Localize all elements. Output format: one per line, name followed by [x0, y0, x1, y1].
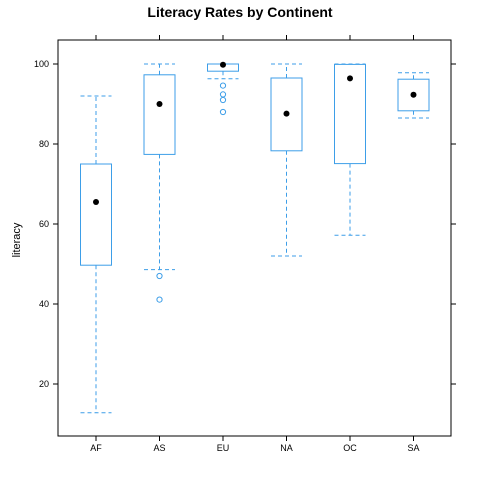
y-tick-label: 80: [39, 139, 49, 149]
x-tick-label: OC: [343, 443, 357, 453]
y-tick-label: 40: [39, 299, 49, 309]
median-dot: [410, 91, 417, 98]
outlier-point: [219, 108, 227, 116]
x-tick-label: AS: [153, 443, 165, 453]
outlier-point: [219, 82, 227, 89]
x-tick-label: SA: [407, 443, 419, 453]
box-af: [80, 95, 112, 414]
box-iqr: [334, 63, 366, 165]
x-axis: AF AS EU NA OC SA: [90, 35, 420, 453]
box-iqr: [397, 78, 430, 112]
plot-frame: [57, 39, 452, 437]
outlier-point: [156, 296, 163, 303]
box-na: [270, 63, 303, 257]
y-tick-label: 20: [39, 379, 49, 389]
median-dot: [347, 75, 353, 82]
y-axis-label: literacy: [11, 222, 23, 257]
box-iqr: [270, 77, 303, 152]
box-as: [143, 63, 176, 303]
outlier-point: [219, 91, 227, 98]
chart-title: Literacy Rates by Continent: [147, 4, 332, 20]
median-dot: [283, 110, 290, 117]
box-sa: [397, 72, 430, 119]
boxes: [80, 61, 430, 414]
outlier-point: [156, 272, 163, 280]
box-iqr: [80, 163, 112, 266]
x-tick-label: EU: [217, 443, 230, 453]
box-oc: [334, 63, 366, 236]
median-dot: [93, 199, 99, 205]
median-dot: [220, 61, 226, 68]
box-iqr: [143, 74, 176, 155]
y-tick-label: 100: [34, 59, 49, 69]
x-tick-label: NA: [280, 443, 293, 453]
median-dot: [156, 101, 163, 107]
outlier-point: [219, 96, 227, 104]
x-tick-label: AF: [90, 443, 102, 453]
box-eu: [207, 61, 239, 116]
y-tick-label: 60: [39, 219, 49, 229]
y-axis: 20 40 60 80 100: [34, 59, 456, 389]
